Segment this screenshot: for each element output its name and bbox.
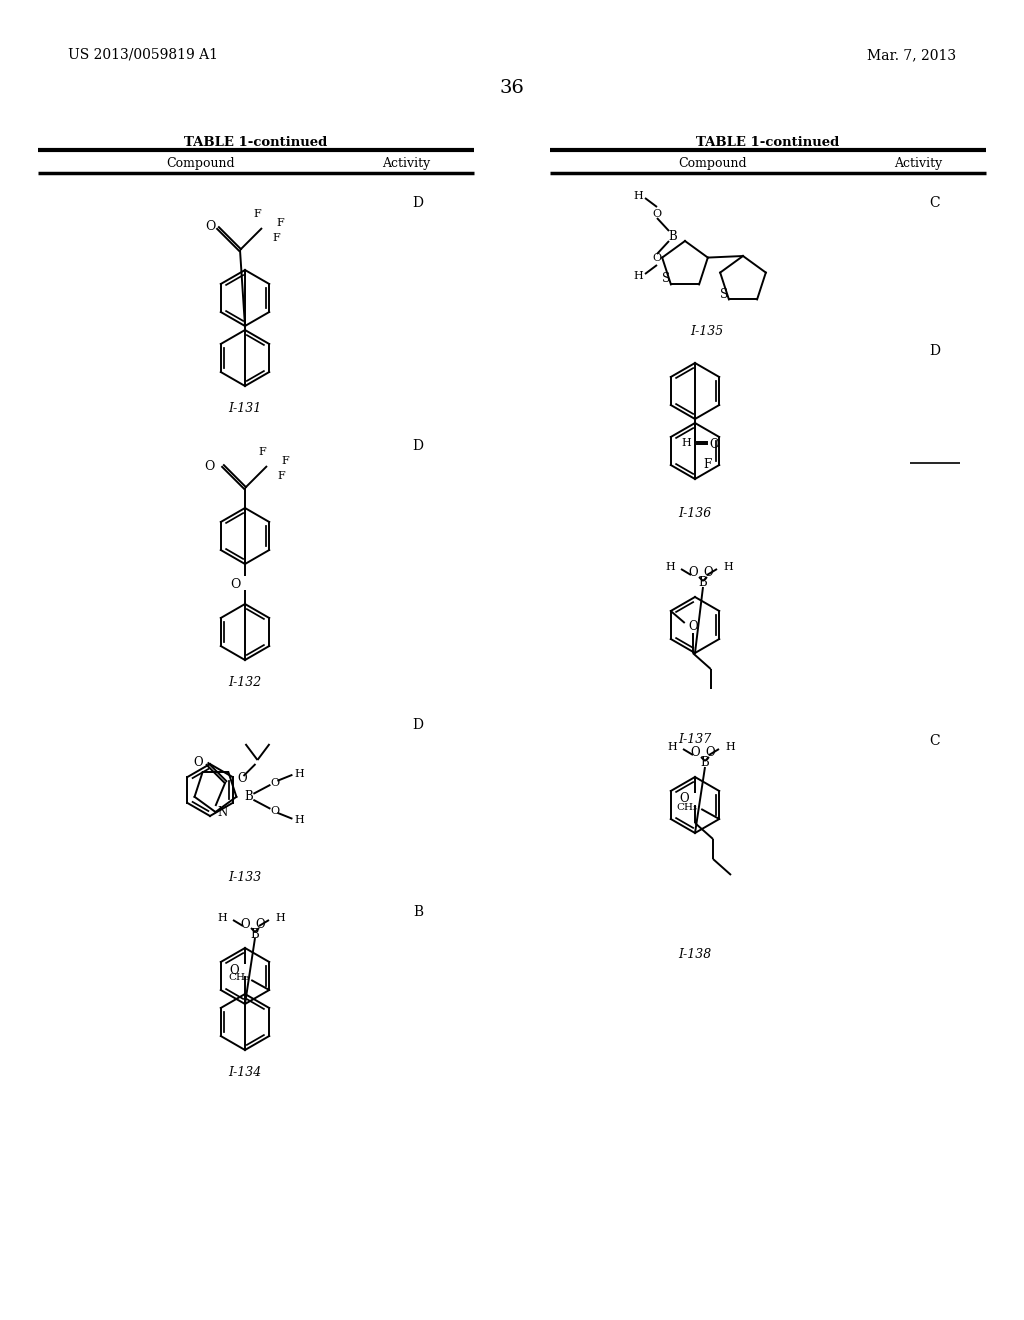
Text: H: H	[668, 742, 677, 752]
Text: H: H	[633, 271, 643, 281]
Text: O: O	[238, 772, 247, 785]
Text: CH₃: CH₃	[228, 974, 249, 982]
Text: B: B	[244, 791, 253, 804]
Text: I-132: I-132	[228, 676, 261, 689]
Text: C: C	[930, 195, 940, 210]
Text: O: O	[229, 964, 239, 977]
Text: H: H	[723, 562, 733, 572]
Text: I-131: I-131	[228, 403, 261, 414]
Text: Mar. 7, 2013: Mar. 7, 2013	[867, 48, 956, 62]
Text: C: C	[930, 734, 940, 748]
Text: O: O	[205, 219, 215, 232]
Text: Activity: Activity	[894, 157, 942, 169]
Text: B: B	[698, 577, 708, 590]
Text: O: O	[229, 578, 241, 590]
Text: O: O	[688, 566, 697, 579]
Text: F: F	[253, 209, 261, 219]
Text: O: O	[205, 459, 215, 473]
Text: B: B	[669, 230, 677, 243]
Text: F: F	[272, 234, 280, 243]
Text: H: H	[295, 814, 304, 825]
Text: O: O	[270, 805, 280, 816]
Text: H: H	[666, 562, 675, 572]
Text: H: H	[295, 768, 304, 779]
Text: I-138: I-138	[678, 948, 712, 961]
Text: I-135: I-135	[690, 325, 724, 338]
Text: B: B	[700, 756, 710, 770]
Text: B: B	[413, 906, 423, 919]
Text: O: O	[689, 620, 698, 634]
Text: S: S	[663, 272, 671, 285]
Text: O: O	[679, 792, 689, 805]
Text: F: F	[258, 447, 266, 457]
Text: H: H	[725, 742, 735, 752]
Text: O: O	[703, 566, 713, 579]
Text: O: O	[709, 438, 719, 451]
Text: F: F	[276, 218, 284, 228]
Text: O: O	[652, 209, 662, 219]
Text: I-133: I-133	[228, 871, 261, 884]
Text: CH₃: CH₃	[676, 804, 697, 813]
Text: TABLE 1-continued: TABLE 1-continued	[696, 136, 840, 149]
Text: O: O	[270, 777, 280, 788]
Text: D: D	[413, 440, 424, 453]
Text: O: O	[241, 917, 250, 931]
Text: D: D	[413, 195, 424, 210]
Text: O: O	[706, 747, 715, 759]
Text: D: D	[413, 718, 424, 733]
Text: F: F	[281, 455, 289, 466]
Text: Compound: Compound	[167, 157, 236, 169]
Text: O: O	[255, 917, 265, 931]
Text: Compound: Compound	[679, 157, 748, 169]
Text: Activity: Activity	[382, 157, 430, 169]
Text: H: H	[217, 913, 227, 923]
Text: I-137: I-137	[678, 733, 712, 746]
Text: B: B	[251, 928, 259, 940]
Text: TABLE 1-continued: TABLE 1-continued	[184, 136, 328, 149]
Text: O: O	[652, 253, 662, 263]
Text: 36: 36	[500, 79, 524, 96]
Text: H: H	[275, 913, 285, 923]
Text: H: H	[633, 191, 643, 201]
Text: O: O	[194, 755, 204, 768]
Text: I-136: I-136	[678, 507, 712, 520]
Text: S: S	[721, 288, 729, 301]
Text: D: D	[930, 345, 940, 358]
Text: F: F	[278, 471, 285, 480]
Text: H: H	[681, 438, 691, 447]
Text: US 2013/0059819 A1: US 2013/0059819 A1	[68, 48, 218, 62]
Text: N: N	[217, 805, 227, 818]
Text: F: F	[703, 458, 712, 471]
Text: I-134: I-134	[228, 1067, 261, 1078]
Text: O: O	[690, 747, 699, 759]
